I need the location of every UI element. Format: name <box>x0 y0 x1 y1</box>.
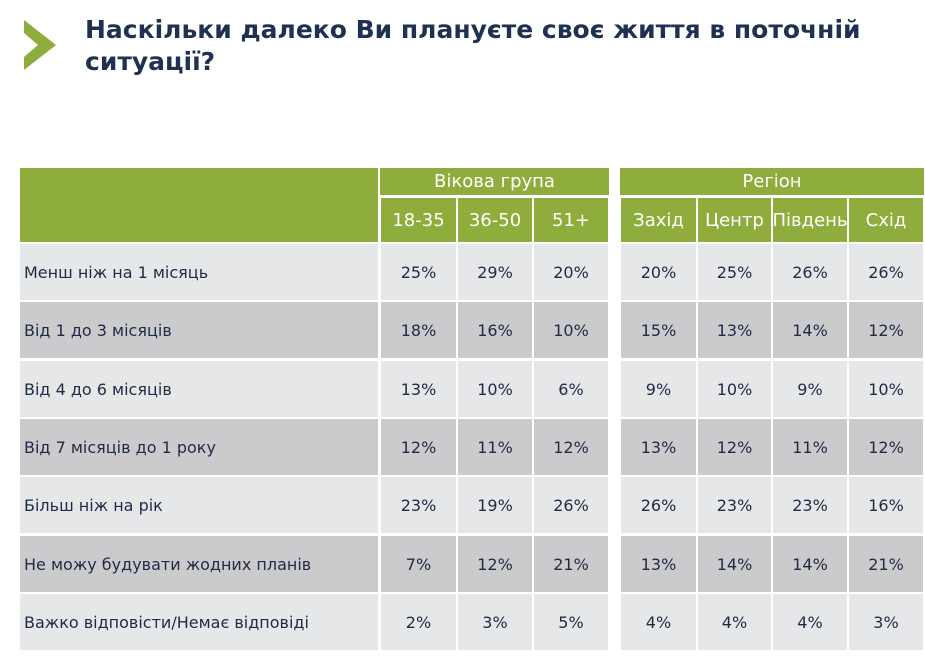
table-cell: 12% <box>849 302 923 358</box>
table-cell: 12% <box>849 419 923 475</box>
page-title: Наскільки далеко Ви плануєте своє життя … <box>85 15 861 76</box>
table-cell: 19% <box>458 477 532 533</box>
table-cell: 23% <box>381 477 456 533</box>
table-cell: 3% <box>458 594 532 650</box>
column-header: Захід <box>621 198 696 242</box>
table-cell: 12% <box>698 419 771 475</box>
table-cell: 20% <box>534 244 608 300</box>
table-cell: 12% <box>381 419 456 475</box>
table-cell: 25% <box>381 244 456 300</box>
table-cell: 12% <box>458 536 532 592</box>
table-cell: 26% <box>773 244 847 300</box>
table-cell: 21% <box>849 536 923 592</box>
table-cell: 2% <box>381 594 456 650</box>
table-cell: 14% <box>773 302 847 358</box>
table-cell: 10% <box>698 361 771 417</box>
table-cell: 26% <box>849 244 923 300</box>
table-cell: 12% <box>534 419 608 475</box>
row-label: Від 4 до 6 місяців <box>20 361 378 417</box>
table-cell: 11% <box>773 419 847 475</box>
row-label: Більш ніж на рік <box>20 477 378 533</box>
table-cell: 26% <box>534 477 608 533</box>
column-header: 36-50 <box>458 198 532 242</box>
table-cell: 4% <box>698 594 771 650</box>
table-cell: 7% <box>381 536 456 592</box>
table-cell: 4% <box>773 594 847 650</box>
table-cell: 21% <box>534 536 608 592</box>
column-header: Південь <box>772 198 848 242</box>
green-arrow-icon <box>24 20 56 70</box>
table-cell: 18% <box>381 302 456 358</box>
table-cell: 10% <box>458 361 532 417</box>
table-cell: 9% <box>773 361 847 417</box>
table-cell: 23% <box>698 477 771 533</box>
table-cell: 20% <box>621 244 696 300</box>
table-cell: 26% <box>621 477 696 533</box>
row-label: Менш ніж на 1 місяць <box>20 244 378 300</box>
column-header: Схід <box>849 198 923 242</box>
table-cell: 13% <box>381 361 456 417</box>
table-cell: 6% <box>534 361 608 417</box>
table-cell: 13% <box>621 536 696 592</box>
table-cell: 25% <box>698 244 771 300</box>
table-cell: 11% <box>458 419 532 475</box>
row-label: Від 1 до 3 місяців <box>20 302 378 358</box>
header-blank <box>20 168 378 242</box>
group-header-region: Регіон <box>620 168 924 195</box>
column-header: 18-35 <box>381 198 456 242</box>
table-cell: 13% <box>698 302 771 358</box>
group-header-age: Вікова група <box>380 168 609 195</box>
table-cell: 15% <box>621 302 696 358</box>
table-cell: 10% <box>849 361 923 417</box>
table-cell: 14% <box>698 536 771 592</box>
table-cell: 23% <box>773 477 847 533</box>
table-cell: 16% <box>849 477 923 533</box>
table-cell: 29% <box>458 244 532 300</box>
row-label: Не можу будувати жодних планів <box>20 536 378 592</box>
table-cell: 9% <box>621 361 696 417</box>
table-cell: 10% <box>534 302 608 358</box>
table-cell: 4% <box>621 594 696 650</box>
table-cell: 13% <box>621 419 696 475</box>
column-header: Центр <box>698 198 771 242</box>
row-label: Важко відповісти/Немає відповіді <box>20 594 378 650</box>
table-cell: 16% <box>458 302 532 358</box>
column-header: 51+ <box>534 198 608 242</box>
table-cell: 5% <box>534 594 608 650</box>
table-cell: 14% <box>773 536 847 592</box>
table-cell: 3% <box>849 594 923 650</box>
row-label: Від 7 місяців до 1 року <box>20 419 378 475</box>
